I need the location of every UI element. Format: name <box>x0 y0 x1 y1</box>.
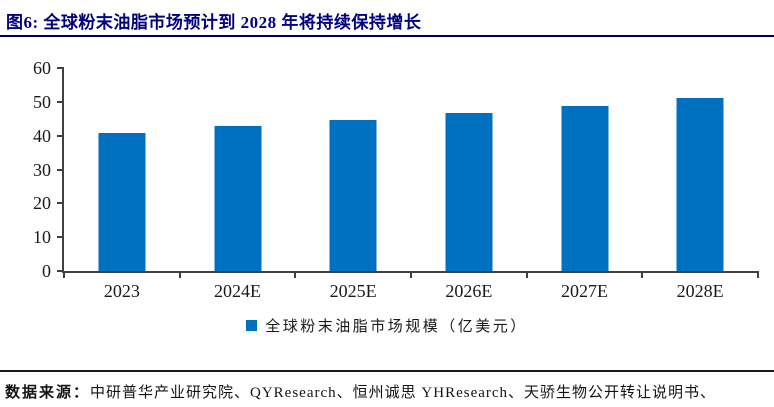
chart-legend: 全球粉末油脂市场规模（亿美元） <box>0 315 774 336</box>
x-tick-label: 2025E <box>329 281 377 301</box>
y-tick-label: 20 <box>33 193 51 214</box>
data-source-line: 数据来源：中研普华产业研究院、QYResearch、恒州诚思 YHResearc… <box>5 381 716 402</box>
bar-chart-plot-area: 0 10 20 30 40 50 60 2023 2024E 2025E 2026E 2027E 202… <box>33 59 759 300</box>
legend-label: 全球粉末油脂市场规模（亿美元） <box>265 319 528 335</box>
x-tick <box>294 271 297 278</box>
y-tick-label: 40 <box>33 125 51 146</box>
y-tick-label: 60 <box>33 58 51 78</box>
x-tick-label: 2027E <box>561 281 608 301</box>
title-divider <box>0 35 774 37</box>
x-tick-label: 2023 <box>103 281 140 301</box>
x-tick <box>178 271 181 278</box>
data-source-label: 数据来源： <box>5 385 91 401</box>
x-tick <box>641 271 644 278</box>
x-tick <box>410 271 412 278</box>
x-tick <box>63 271 65 278</box>
bar-2028E <box>676 97 724 271</box>
y-tick <box>57 236 64 239</box>
x-tick-label: 2024E <box>214 281 261 301</box>
bar-2024E <box>214 126 261 271</box>
bar-2027E <box>561 105 608 271</box>
y-tick <box>57 100 64 103</box>
y-tick-label: 10 <box>33 227 51 248</box>
x-tick-label: 2028E <box>676 281 724 301</box>
legend-square-icon <box>246 320 258 331</box>
y-tick <box>57 134 64 137</box>
x-tick <box>757 271 759 278</box>
y-tick-label: 0 <box>42 261 51 281</box>
figure-title: 图6: 全球粉末油脂市场预计到 2028 年将持续保持增长 <box>6 13 422 32</box>
x-tick <box>525 271 528 278</box>
y-tick <box>57 67 64 69</box>
bar-2023 <box>98 132 146 271</box>
bar-2025E <box>329 119 377 271</box>
y-tick <box>57 168 64 171</box>
y-tick <box>57 202 64 205</box>
footer-divider <box>0 370 774 372</box>
y-tick <box>57 270 64 272</box>
x-tick-label: 2026E <box>445 281 493 301</box>
data-source-text: 中研普华产业研究院、QYResearch、恒州诚思 YHResearch、天骄生… <box>90 385 717 401</box>
bar-2026E <box>445 112 493 271</box>
y-tick-label: 50 <box>33 91 51 112</box>
y-tick-label: 30 <box>33 159 51 180</box>
